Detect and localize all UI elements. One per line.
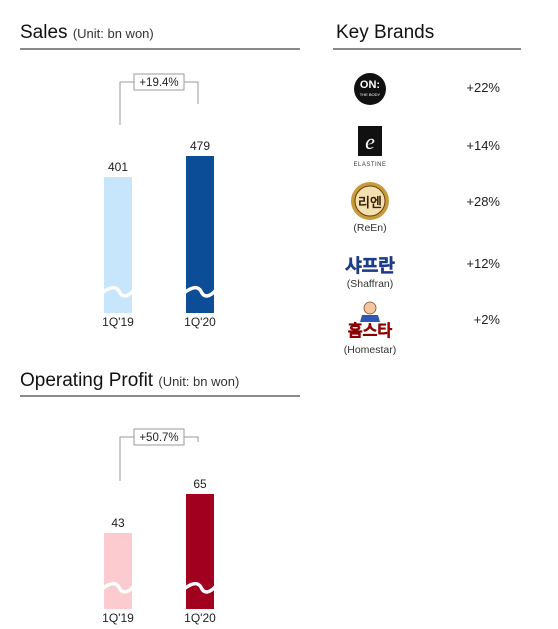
sales-data-label-1: 401 — [108, 160, 128, 174]
key-brands-title: Key Brands — [336, 22, 435, 43]
operating-profit-title: Operating Profit (Unit: bn won) — [20, 370, 239, 392]
sales-chart: 401 1Q'19 479 1Q'20 +19.4% — [100, 73, 218, 329]
operating-profit-chart: 43 1Q'19 65 1Q'20 +50.7% — [100, 428, 218, 625]
operating-profit-growth-box — [133, 428, 185, 446]
svg-text:THE BODY: THE BODY — [360, 92, 381, 97]
operating-profit-growth-label: +50.7% — [139, 432, 178, 444]
elastine-logo-text: ELASTINE — [353, 162, 386, 168]
sales-bar-2 — [186, 156, 214, 313]
sales-title-text: Sales — [20, 22, 68, 43]
sales-axis-break-2 — [182, 285, 218, 298]
sales-title-rule — [20, 48, 300, 50]
operating-profit-title-rule — [20, 395, 300, 397]
brand-change-homestar: +2% — [473, 312, 500, 327]
operating-profit-data-label-1: 43 — [111, 516, 125, 530]
svg-text:e: e — [365, 129, 375, 154]
brand-row-elastine: e ELASTINE +14% — [340, 124, 510, 174]
shaffran-logo: 샤프란 — [340, 248, 400, 298]
operating-profit-category-label-1: 1Q'19 — [102, 611, 134, 625]
operating-profit-axis-break-1 — [100, 581, 136, 594]
reen-logo-text: 리엔 — [358, 195, 382, 211]
sales-growth-box — [133, 73, 185, 91]
operating-profit-category-label-2: 1Q'20 — [184, 611, 216, 625]
operating-profit-bar-1 — [104, 533, 132, 609]
brand-caption-shaffran: (Shaffran) — [346, 278, 394, 290]
elastine-logo: e ELASTINE — [340, 124, 400, 174]
sales-category-label-2: 1Q'20 — [184, 315, 216, 329]
brand-change-shaffran: +12% — [466, 256, 500, 271]
sales-unit: (Unit: bn won) — [72, 26, 154, 41]
on-the-body-logo: ON: THE BODY — [340, 66, 400, 116]
brand-row-shaffran: 샤프란 (Shaffran) +12% — [340, 248, 510, 298]
operating-profit-axis-break-2 — [182, 581, 218, 594]
sales-title: Sales (Unit: bn won) — [20, 22, 154, 44]
brand-caption-reen: (ReEn) — [353, 222, 387, 234]
brand-change-on-the-body: +22% — [466, 80, 500, 95]
sales-growth-label: +19.4% — [139, 77, 178, 89]
on-the-body-logo-text: ON: — [360, 79, 380, 91]
brand-change-reen: +28% — [466, 194, 500, 209]
key-brands-title-rule — [333, 48, 521, 50]
reen-logo: 리엔 — [340, 180, 400, 230]
brand-row-homestar: 홈스타 (Homestar) +2% — [340, 298, 510, 356]
brand-caption-homestar: (Homestar) — [343, 344, 397, 356]
brand-change-elastine: +14% — [466, 138, 500, 153]
operating-profit-data-label-2: 65 — [193, 477, 207, 491]
homestar-logo-text: 홈스타 — [348, 321, 392, 340]
operating-profit-title-text: Operating Profit — [20, 370, 154, 391]
sales-category-label-1: 1Q'19 — [102, 315, 134, 329]
brand-row-reen: 리엔 (ReEn) +28% — [340, 180, 510, 234]
brand-row-on-the-body: ON: THE BODY +22% — [340, 66, 510, 116]
shaffran-logo-text: 샤프란 — [345, 256, 395, 277]
operating-profit-unit: (Unit: bn won) — [158, 374, 240, 389]
sales-data-label-2: 479 — [190, 139, 210, 153]
sales-axis-break-1 — [100, 285, 136, 298]
homestar-logo: 홈스타 — [340, 298, 400, 348]
